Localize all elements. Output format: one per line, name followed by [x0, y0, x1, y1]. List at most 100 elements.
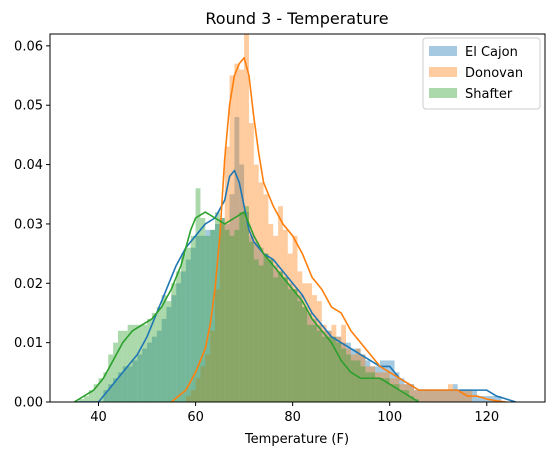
hist-bar — [307, 283, 313, 402]
hist-bar — [316, 301, 322, 402]
hist-bar — [282, 229, 288, 402]
hist-bar — [389, 384, 395, 402]
hist-bar — [336, 336, 342, 402]
hist-bar — [491, 396, 497, 402]
hist-bar — [205, 229, 211, 402]
hist-bar — [278, 271, 283, 402]
hist-bar — [418, 390, 424, 402]
hist-bar — [224, 223, 230, 402]
legend-label: Shafter — [465, 87, 513, 102]
y-tick-label: 0.06 — [14, 39, 43, 54]
hist-bar — [200, 218, 206, 402]
hist-bar — [336, 342, 342, 402]
hist-bar — [239, 69, 245, 402]
hist-bar — [312, 295, 317, 402]
hist-bar — [312, 324, 317, 402]
hist-bar — [360, 366, 366, 402]
hist-bar — [156, 330, 162, 402]
hist-bar — [399, 390, 405, 402]
hist-bar — [404, 390, 410, 402]
y-tick-label: 0.05 — [14, 99, 43, 114]
hist-bar — [447, 390, 453, 402]
hist-el-cajon — [103, 117, 502, 402]
hist-bar — [409, 384, 414, 402]
hist-bar — [370, 366, 376, 402]
hist-bar — [433, 390, 439, 402]
hist-bar — [215, 212, 220, 402]
hist-bar — [321, 324, 327, 402]
hist-bar — [302, 283, 308, 402]
hist-bar — [248, 123, 254, 402]
hist-bar — [292, 289, 298, 402]
hist-bar — [205, 235, 211, 402]
hist-bar — [103, 372, 109, 402]
hist-bar — [423, 390, 429, 402]
hist-bar — [205, 354, 211, 402]
hist-bar — [365, 360, 371, 402]
hist-bar — [297, 301, 303, 402]
hist-bar — [331, 336, 337, 402]
hist-bar — [312, 318, 317, 402]
hist-bar — [399, 384, 405, 402]
hist-bar — [292, 235, 298, 402]
hist-bar — [302, 307, 308, 402]
hist-bar — [190, 390, 196, 402]
hist-bar — [380, 378, 385, 402]
hist-bar — [234, 63, 240, 402]
hist-bar — [321, 336, 327, 402]
hist-bar — [79, 399, 84, 402]
hist-bar — [108, 384, 114, 402]
hist-bar — [307, 324, 313, 402]
hist-bar — [137, 354, 143, 402]
x-tick-label: 100 — [377, 410, 402, 425]
hist-bar — [210, 229, 215, 402]
hist-bar — [273, 265, 279, 402]
legend-label: El Cajon — [465, 45, 518, 60]
hist-bar — [438, 390, 444, 402]
hist-bar — [384, 378, 390, 402]
hist-bar — [452, 390, 458, 402]
hist-bar — [181, 253, 186, 402]
hist-bar — [443, 390, 448, 402]
hist-bar — [248, 241, 254, 402]
hist-bar — [341, 348, 347, 402]
hist-bar — [287, 253, 293, 402]
hist-bar — [268, 259, 274, 402]
hist-bar — [278, 206, 283, 402]
hist-bar — [438, 390, 444, 402]
hist-bar — [219, 223, 225, 402]
kde-line-donovan — [170, 56, 507, 402]
hist-bar — [331, 324, 337, 402]
hist-bar — [263, 253, 269, 402]
x-tick-label: 80 — [284, 410, 301, 425]
hist-bar — [113, 378, 118, 402]
hist-bar — [239, 164, 245, 402]
y-tick-label: 0.04 — [14, 158, 43, 173]
hist-bar — [181, 271, 186, 402]
hist-bar — [195, 378, 201, 402]
hist-bar — [171, 283, 177, 402]
hist-bar — [210, 229, 215, 402]
hist-bar — [428, 390, 434, 402]
y-tick-label: 0.03 — [14, 217, 43, 232]
hist-bar — [200, 366, 206, 402]
hist-bar — [307, 312, 313, 402]
hist-bar — [229, 75, 235, 402]
hist-bar — [161, 318, 167, 402]
hist-bar — [166, 307, 172, 402]
hist-bar — [399, 378, 405, 402]
axes-layer: 40 60 80 100 120 0.00 0.01 0.02 0.03 0.04 0.05 0.06 — [14, 33, 546, 425]
legend: El Cajon Donovan Shafter — [422, 37, 541, 110]
hist-bar — [326, 330, 332, 402]
hist-bar — [229, 194, 235, 402]
hist-bar — [413, 390, 419, 402]
hist-bar — [147, 318, 152, 402]
hist-bar — [316, 324, 322, 402]
hist-bar — [229, 235, 235, 402]
hist-bar — [413, 390, 419, 402]
hist-bar — [394, 378, 400, 402]
hist-bar — [447, 384, 453, 402]
hist-bar — [418, 390, 424, 402]
hist-bar — [185, 259, 191, 402]
